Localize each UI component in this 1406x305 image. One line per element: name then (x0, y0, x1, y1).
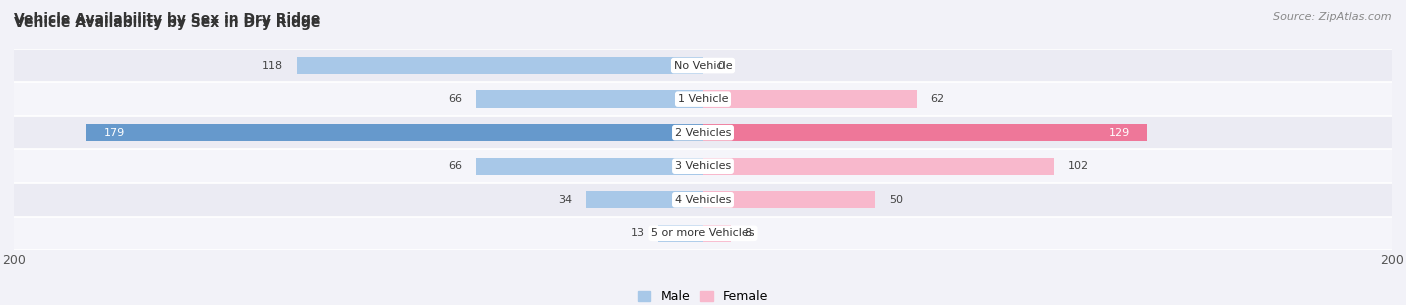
Bar (14, 149, 1392, 183)
Text: 66: 66 (449, 161, 461, 171)
Text: 2 Vehicles: 2 Vehicles (675, 128, 731, 138)
Bar (86, 124, 703, 142)
Bar (475, 90, 703, 108)
Bar (475, 157, 703, 175)
Text: Vehicle Availability by Sex in Dry Ridge: Vehicle Availability by Sex in Dry Ridge (14, 12, 321, 26)
Text: 34: 34 (558, 195, 572, 205)
Text: 66: 66 (449, 94, 461, 104)
Bar (703, 90, 917, 108)
Bar (703, 191, 875, 209)
Text: 102: 102 (1069, 161, 1090, 171)
Text: 0: 0 (717, 61, 724, 70)
Text: 179: 179 (104, 128, 125, 138)
Text: 50: 50 (889, 195, 903, 205)
Bar (14, 82, 1392, 116)
Bar (703, 224, 731, 242)
Text: 62: 62 (931, 94, 945, 104)
Text: 118: 118 (262, 61, 283, 70)
Text: Vehicle Availability by Sex in Dry Ridge: Vehicle Availability by Sex in Dry Ridge (14, 16, 321, 30)
Text: No Vehicle: No Vehicle (673, 61, 733, 70)
Bar (658, 224, 703, 242)
Text: Source: ZipAtlas.com: Source: ZipAtlas.com (1274, 12, 1392, 22)
Text: 5 or more Vehicles: 5 or more Vehicles (651, 228, 755, 238)
Bar (703, 157, 1054, 175)
Bar (14, 116, 1392, 149)
Bar (703, 124, 1147, 142)
Bar (297, 57, 703, 74)
Bar (14, 217, 1392, 250)
Legend: Male, Female: Male, Female (633, 285, 773, 305)
Text: 13: 13 (630, 228, 644, 238)
Text: 1 Vehicle: 1 Vehicle (678, 94, 728, 104)
Text: 3 Vehicles: 3 Vehicles (675, 161, 731, 171)
Text: 4 Vehicles: 4 Vehicles (675, 195, 731, 205)
Bar (586, 191, 703, 209)
Bar (14, 183, 1392, 217)
Bar (14, 49, 1392, 82)
Text: 129: 129 (1109, 128, 1130, 138)
Text: 8: 8 (744, 228, 751, 238)
